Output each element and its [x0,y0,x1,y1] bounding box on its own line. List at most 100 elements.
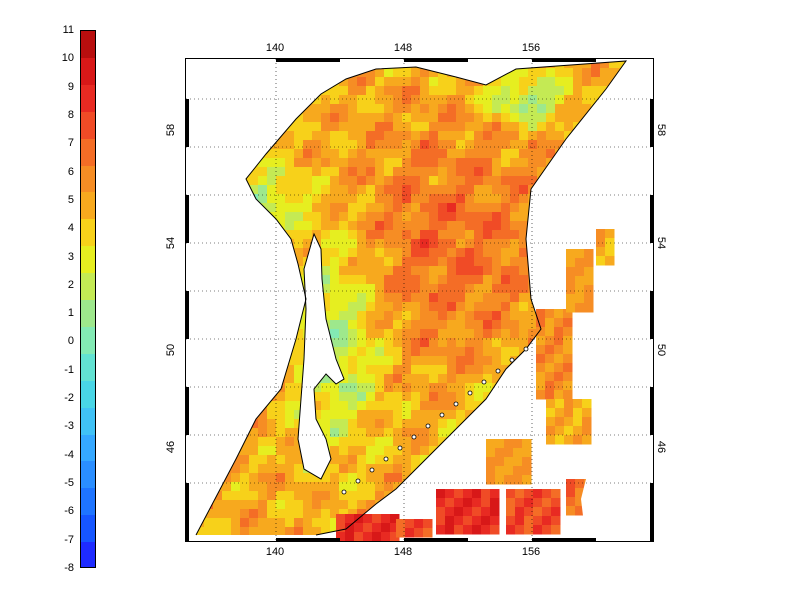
field-cell [240,104,250,114]
field-cell [600,311,610,321]
field-cell [411,455,421,465]
field-cell [267,104,277,114]
field-cell [524,516,534,526]
field-cell [231,383,241,393]
field-cell [303,491,313,501]
field-cell [339,437,349,447]
field-cell [393,149,403,159]
field-cell [510,320,520,330]
field-cell [240,158,250,168]
field-cell [240,113,250,123]
field-cell [249,536,259,541]
field-cell [330,428,340,438]
field-cell [573,104,583,114]
field-cell [429,230,439,240]
field-cell [330,248,340,258]
field-cell [465,140,475,150]
field-cell [258,410,268,420]
field-cell [456,221,466,231]
field-cell [231,527,241,535]
field-cell [285,257,295,267]
field-cell [312,68,322,78]
field-cell [402,437,412,447]
field-cell [429,311,439,321]
field-cell [330,419,340,429]
field-cell [555,68,565,78]
field-cell [240,131,250,141]
colorbar-segment [81,138,95,167]
field-cell [357,221,367,231]
field-cell [357,419,367,429]
field-cell [204,365,214,375]
field-cell [420,383,430,393]
field-cell [294,185,304,195]
field-cell [321,302,331,312]
field-cell [258,374,268,384]
top-lon-tick: 156 [521,42,541,54]
field-cell [339,68,349,78]
field-cell [231,239,241,249]
field-cell [420,311,430,321]
frame-tick [186,99,189,147]
field-cell [285,158,295,168]
field-cell [600,68,610,78]
field-cell [546,140,556,150]
field-cell [330,167,340,177]
field-cell [546,77,556,87]
field-cell [429,464,439,474]
field-cell [231,509,241,519]
field-cell [240,455,250,465]
colorbar-segment [81,515,95,544]
field-cell [420,500,430,510]
field-cell [186,266,196,276]
field-cell [411,176,421,186]
island-dot [439,412,445,418]
field-cell [204,473,214,483]
field-cell [519,536,529,541]
field-cell [486,439,496,449]
field-cell [510,230,520,240]
field-cell [481,489,491,499]
field-cell [454,489,464,499]
field-cell [249,266,259,276]
field-cell [533,498,543,508]
field-cell [276,113,286,123]
field-cell [510,284,520,294]
field-cell [249,356,259,366]
field-cell [573,374,583,384]
field-cell [196,509,205,519]
field-cell [375,203,385,213]
field-cell [555,167,565,177]
field-cell [555,194,565,204]
field-cell [366,140,376,150]
field-cell [582,149,592,159]
field-cell [196,68,205,78]
field-cell [294,392,304,402]
field-cell [330,320,340,330]
field-cell [436,516,446,526]
field-cell [249,428,259,438]
field-cell [267,311,277,321]
field-cell [204,212,214,222]
field-cell [537,266,547,276]
field-cell [276,194,286,204]
field-cell [609,275,619,285]
field-cell [384,383,394,393]
field-cell [231,95,241,105]
field-cell [204,194,214,204]
field-cell [384,122,394,132]
field-cell [393,311,403,321]
field-cell [528,266,538,276]
field-cell [490,525,500,535]
field-cell [240,203,250,213]
field-cell [384,455,394,465]
field-cell [231,356,241,366]
field-cell [411,293,421,303]
field-cell [564,399,574,409]
field-cell [321,419,331,429]
colorbar-segment [81,300,95,328]
field-cell [551,525,561,535]
field-cell [231,437,241,447]
field-cell [231,329,241,339]
field-cell [393,185,403,195]
